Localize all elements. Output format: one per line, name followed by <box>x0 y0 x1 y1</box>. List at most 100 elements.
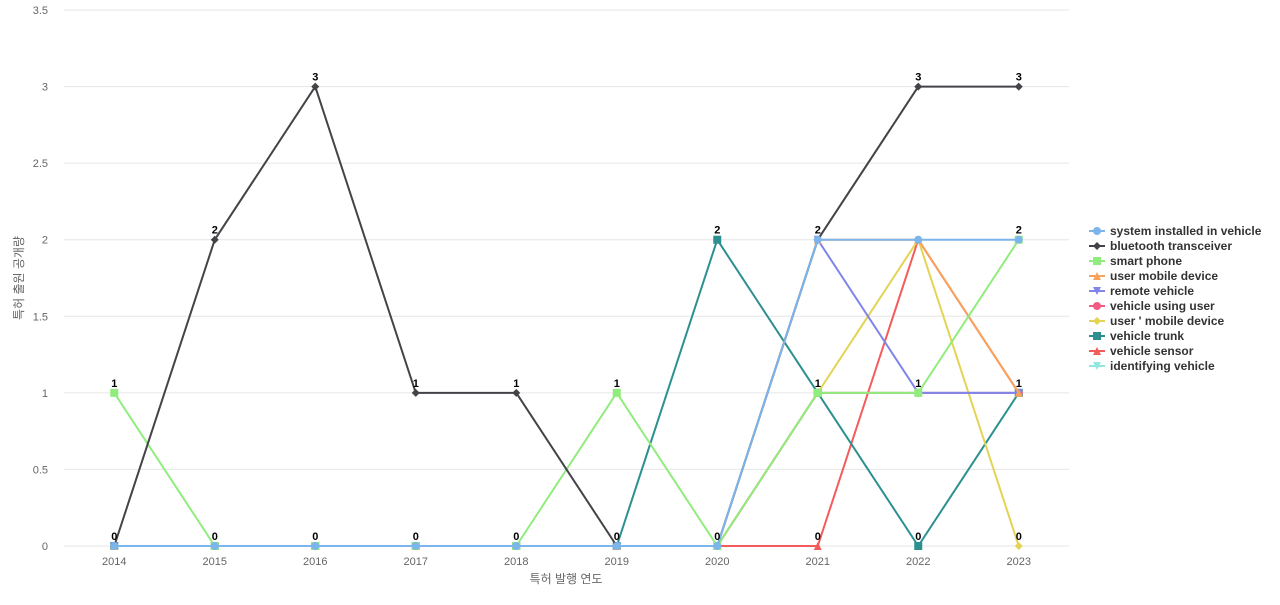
data-point <box>411 388 420 397</box>
data-point <box>813 235 822 244</box>
data-label: 0 <box>413 531 419 543</box>
data-label: 0 <box>614 531 620 543</box>
data-label: 3 <box>312 72 318 84</box>
y-tick-label: 2 <box>42 235 48 247</box>
data-label: 2 <box>815 225 821 237</box>
legend-marker <box>1093 317 1101 325</box>
series-0 <box>110 235 1023 550</box>
data-point <box>1014 388 1023 397</box>
data-point <box>210 542 219 550</box>
legend-item[interactable]: user ' mobile device <box>1089 314 1225 328</box>
legend-marker <box>1093 302 1101 310</box>
y-tick-label: 1.5 <box>33 311 48 323</box>
legend-label: vehicle using user <box>1110 299 1215 313</box>
legend-label: vehicle sensor <box>1110 344 1194 358</box>
legend-item[interactable]: system installed in vehicle <box>1089 224 1262 238</box>
data-label: 3 <box>915 72 921 84</box>
data-point <box>713 235 722 244</box>
x-axis-title: 특허 발행 연도 <box>530 571 603 586</box>
data-point <box>311 542 320 550</box>
x-tick-label: 2020 <box>705 556 729 568</box>
data-label: 1 <box>513 378 519 390</box>
legend-item[interactable]: vehicle trunk <box>1089 329 1184 343</box>
x-axis-ticks: 2014 2015 2016 2017 2018 2019 2020 2021 2022 2023 <box>102 556 1031 568</box>
data-label: 3 <box>1016 72 1022 84</box>
x-tick-label: 2016 <box>303 556 327 568</box>
data-point <box>713 542 722 550</box>
x-tick-label: 2019 <box>605 556 629 568</box>
data-label: 2 <box>1016 225 1022 237</box>
y-axis-ticks: 0 0.5 1 1.5 2 2.5 3 3.5 <box>33 5 48 553</box>
legend-item[interactable]: vehicle sensor <box>1089 344 1194 358</box>
data-point <box>1014 235 1023 244</box>
data-label: 0 <box>312 531 318 543</box>
x-tick-label: 2014 <box>102 556 126 568</box>
y-tick-label: 2.5 <box>33 158 48 170</box>
data-label: 0 <box>915 531 921 543</box>
data-point <box>1014 542 1023 550</box>
data-point <box>813 542 822 550</box>
x-tick-label: 2022 <box>906 556 930 568</box>
legend-marker <box>1093 347 1101 355</box>
data-point <box>210 235 219 244</box>
data-label: 0 <box>513 531 519 543</box>
legend-label: smart phone <box>1110 254 1182 268</box>
legend-label: vehicle trunk <box>1110 329 1184 343</box>
data-point <box>914 542 923 550</box>
legend-marker <box>1093 242 1101 250</box>
legend-item[interactable]: user mobile device <box>1089 269 1218 283</box>
data-label: 0 <box>714 531 720 543</box>
data-point <box>914 82 923 91</box>
y-tick-label: 1 <box>42 388 48 400</box>
data-label: 0 <box>1016 531 1022 543</box>
data-label: 1 <box>1016 378 1022 390</box>
legend-marker <box>1093 287 1101 295</box>
legend-label: bluetooth transceiver <box>1110 239 1232 253</box>
data-label: 0 <box>815 531 821 543</box>
data-label: 0 <box>111 531 117 543</box>
x-tick-label: 2018 <box>504 556 528 568</box>
series-line <box>114 238 1019 547</box>
series-layer <box>110 82 1023 550</box>
legend-item[interactable]: smart phone <box>1089 254 1182 268</box>
data-point <box>914 388 923 397</box>
y-tick-label: 3 <box>42 82 48 94</box>
data-label: 2 <box>212 225 218 237</box>
data-point <box>411 542 420 550</box>
legend-item[interactable]: bluetooth transceiver <box>1089 239 1232 253</box>
legend-marker <box>1093 272 1101 280</box>
legend-marker <box>1093 257 1101 265</box>
data-point <box>512 542 521 550</box>
legend-label: user mobile device <box>1110 269 1218 283</box>
data-label: 1 <box>815 378 821 390</box>
data-point <box>110 542 119 550</box>
data-point <box>612 388 621 397</box>
data-point <box>110 388 119 397</box>
legend-item[interactable]: vehicle using user <box>1089 299 1215 313</box>
legend-marker <box>1093 227 1101 235</box>
data-label: 1 <box>614 378 620 390</box>
legend-item[interactable]: remote vehicle <box>1089 284 1194 298</box>
legend-label: identifying vehicle <box>1110 359 1215 373</box>
grid-layer <box>64 9 1069 547</box>
data-label: 1 <box>915 378 921 390</box>
y-axis-title: 특허 출원 공개량 <box>12 236 26 320</box>
x-tick-label: 2015 <box>203 556 227 568</box>
legend-label: remote vehicle <box>1110 284 1194 298</box>
legend-label: system installed in vehicle <box>1110 224 1262 238</box>
data-label: 1 <box>111 378 117 390</box>
data-point <box>1014 82 1023 91</box>
legend-marker <box>1093 332 1101 340</box>
data-point <box>914 235 923 244</box>
x-tick-label: 2017 <box>404 556 428 568</box>
data-point <box>612 542 621 550</box>
data-point <box>813 388 822 397</box>
y-tick-label: 0 <box>42 541 48 553</box>
data-labels: 1 2 3 1 1 1 2 2 3 3 0 0 0 0 0 0 0 0 0 0 2 1 1 1 <box>111 72 1022 543</box>
legend-item[interactable]: identifying vehicle <box>1089 359 1215 373</box>
data-point <box>512 388 521 397</box>
x-tick-label: 2023 <box>1007 556 1031 568</box>
